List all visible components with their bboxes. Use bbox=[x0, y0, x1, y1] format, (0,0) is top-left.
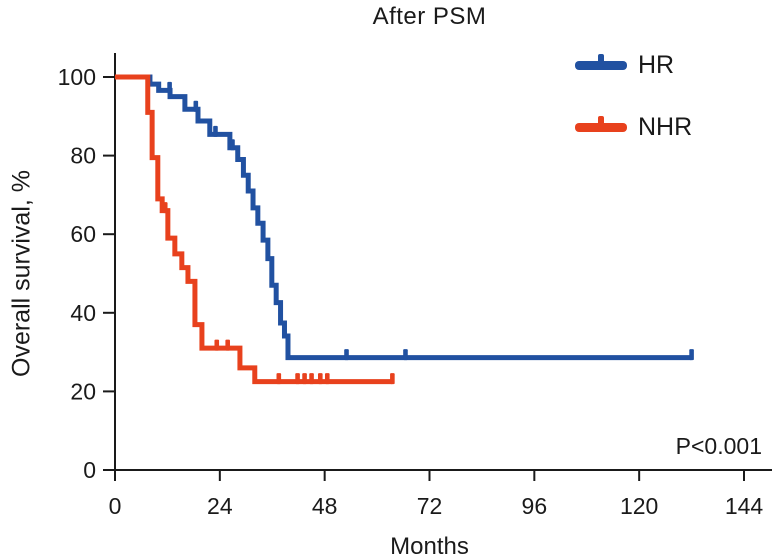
y-tick-label: 0 bbox=[83, 457, 96, 483]
y-tick-label: 40 bbox=[70, 300, 96, 326]
hr-survival-curve bbox=[115, 74, 692, 361]
y-tick-label: 100 bbox=[58, 64, 96, 90]
nhr-line-swatch bbox=[575, 115, 627, 132]
hr-censor-mark bbox=[167, 81, 172, 93]
x-axis-label: Months bbox=[390, 533, 469, 560]
nhr-censor-mark bbox=[302, 373, 307, 385]
p-value-annotation: P<0.001 bbox=[675, 433, 762, 459]
nhr-censor-tick-icon bbox=[598, 115, 604, 129]
hr-censor-mark bbox=[403, 349, 408, 361]
x-tick-label: 144 bbox=[725, 493, 764, 519]
legend-label-hr: HR bbox=[638, 50, 675, 79]
legend-label-nhr: NHR bbox=[638, 112, 693, 141]
nhr-censor-mark bbox=[309, 373, 314, 385]
y-tick-label: 60 bbox=[70, 221, 96, 247]
legend-item-nhr: NHR bbox=[575, 110, 692, 144]
nhr-survival-curve bbox=[115, 74, 393, 385]
hr-censor-mark bbox=[193, 100, 199, 112]
x-tick-label: 24 bbox=[207, 493, 233, 519]
hr-censor-mark bbox=[213, 125, 218, 137]
nhr-censor-mark bbox=[317, 373, 323, 385]
y-tick-label: 80 bbox=[70, 143, 96, 169]
chart-title: After PSM bbox=[372, 3, 487, 30]
x-tick-label: 120 bbox=[620, 493, 658, 519]
x-tick-label: 96 bbox=[522, 493, 548, 519]
hr-censor-mark bbox=[230, 139, 235, 151]
nhr-censor-mark bbox=[162, 202, 168, 214]
hr-line-swatch bbox=[575, 53, 627, 70]
nhr-censor-mark bbox=[324, 373, 330, 385]
hr-censor-mark bbox=[689, 349, 694, 361]
nhr-censor-mark bbox=[225, 339, 230, 351]
nhr-censor-mark bbox=[390, 373, 395, 385]
y-tick-label: 20 bbox=[70, 378, 96, 404]
x-tick-label: 72 bbox=[417, 493, 443, 519]
nhr-censor-mark bbox=[295, 373, 300, 385]
hr-censor-tick-icon bbox=[598, 53, 604, 67]
x-tick-label: 0 bbox=[109, 493, 122, 519]
hr-censor-mark bbox=[344, 349, 349, 361]
legend-item-hr: HR bbox=[575, 48, 674, 82]
nhr-censor-mark bbox=[276, 373, 282, 385]
x-tick-label: 48 bbox=[312, 493, 338, 519]
nhr-censor-mark bbox=[214, 339, 220, 351]
